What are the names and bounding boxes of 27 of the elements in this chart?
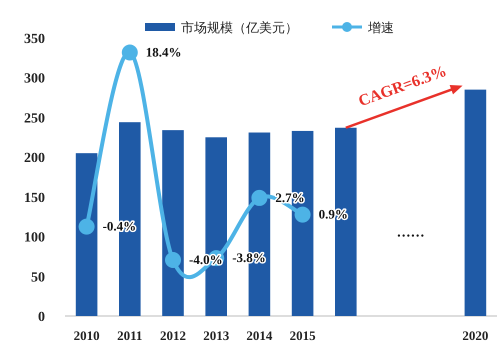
- point: [165, 252, 181, 268]
- bar: [464, 90, 486, 316]
- y-tick-label: 200: [24, 151, 45, 166]
- data-label: 18.4%: [146, 44, 182, 60]
- data-label: -0.4%: [102, 218, 136, 234]
- x-tick-label: 2010: [74, 328, 100, 343]
- x-tick-label: 2020: [462, 328, 488, 343]
- y-tick-label: 100: [24, 230, 45, 246]
- x-tick-label: 2014: [246, 328, 273, 343]
- point: [251, 190, 268, 206]
- point: [122, 44, 138, 61]
- x-tick-label: 2012: [160, 328, 186, 343]
- y-tick-label: 50: [31, 270, 45, 286]
- point: [78, 218, 95, 235]
- y-tick-label: 300: [24, 72, 45, 87]
- point: [294, 206, 311, 223]
- x-tick-label: 2011: [117, 328, 142, 343]
- legend-label: 增速: [367, 20, 394, 35]
- y-tick-label: 350: [24, 32, 45, 47]
- legend-label: 市场规模（亿美元）: [181, 20, 298, 35]
- x-tick-label: 2015: [290, 328, 316, 343]
- annotation: ……: [396, 226, 425, 241]
- data-label: -4.0%: [189, 252, 223, 267]
- y-tick-label: 150: [24, 190, 45, 206]
- y-tick-label: 0: [38, 310, 45, 325]
- y-tick-label: 250: [24, 111, 45, 126]
- x-tick-label: 2013: [203, 328, 230, 343]
